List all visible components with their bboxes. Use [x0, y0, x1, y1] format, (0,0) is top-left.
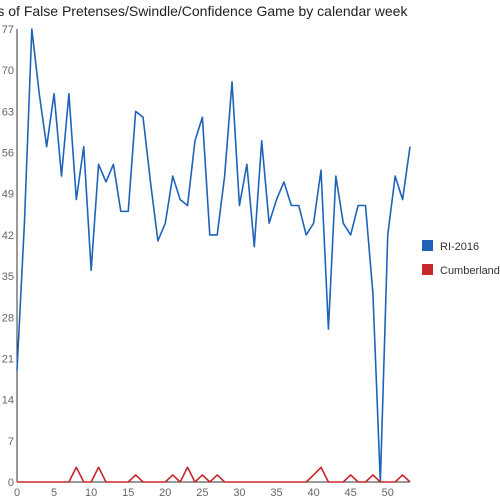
series-line-cumberland	[17, 466, 411, 483]
y-tick-label: 56	[2, 148, 14, 160]
y-tick-label: 63	[2, 106, 14, 118]
x-axis-ticks: 0 5 10 15 20 25 30 35 40 45 50	[14, 487, 394, 499]
y-axis-ticks: 0 7 14 21 28 35 42 49 56 63 70 77	[2, 24, 14, 489]
axes	[16, 29, 410, 483]
x-tick-label: 25	[196, 487, 208, 499]
x-tick-label: 50	[382, 487, 394, 499]
y-tick-label: 35	[2, 271, 14, 283]
x-tick-label: 5	[51, 487, 57, 499]
x-tick-label: 45	[345, 487, 357, 499]
legend-swatch-ri-2016	[422, 240, 433, 251]
series-line-ri-2016	[16, 28, 411, 483]
series-lines	[16, 28, 411, 483]
y-tick-label: 77	[2, 24, 14, 36]
legend: RI-2016 Cumberland	[422, 240, 500, 277]
x-tick-label: 30	[233, 487, 245, 499]
x-tick-label: 0	[14, 487, 20, 499]
y-tick-label: 7	[8, 436, 14, 448]
legend-label-ri-2016: RI-2016	[440, 241, 479, 253]
x-tick-label: 35	[270, 487, 282, 499]
y-tick-label: 49	[2, 189, 14, 201]
y-tick-label: 0	[8, 477, 14, 489]
y-tick-label: 21	[2, 353, 14, 365]
y-tick-label: 70	[2, 65, 14, 77]
legend-swatch-cumberland	[422, 264, 433, 275]
x-tick-label: 40	[307, 487, 319, 499]
chart-title: Counts of False Pretenses/Swindle/Confid…	[0, 3, 408, 19]
legend-label-cumberland: Cumberland	[440, 265, 500, 277]
x-tick-label: 15	[122, 487, 134, 499]
x-tick-label: 10	[85, 487, 97, 499]
y-tick-label: 28	[2, 312, 14, 324]
x-tick-label: 20	[159, 487, 171, 499]
y-tick-label: 42	[2, 230, 14, 242]
y-tick-label: 14	[2, 395, 14, 407]
